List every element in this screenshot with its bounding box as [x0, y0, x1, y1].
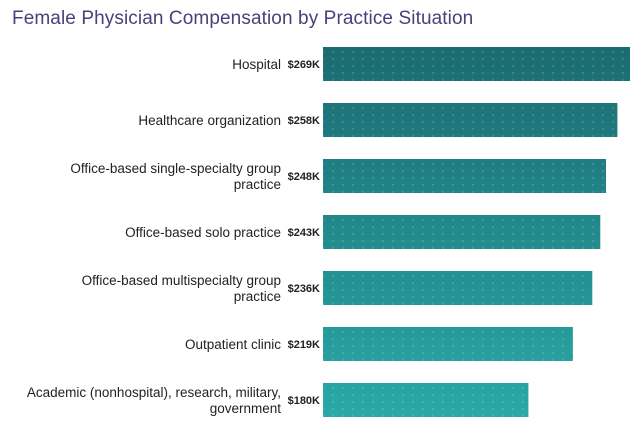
value-label: $269K: [288, 59, 320, 71]
bar-texture: [323, 383, 529, 417]
category-label: Office-based single-specialty group pract…: [70, 161, 281, 192]
category-label: Office-based multispecialty group practic…: [82, 273, 281, 304]
value-label: $258K: [288, 115, 320, 127]
category-label: Academic (nonhospital), research, milita…: [27, 385, 281, 416]
category-label: Hospital: [232, 57, 281, 72]
bar-texture: [323, 215, 601, 249]
bar-texture: [323, 103, 618, 137]
value-label: $219K: [288, 339, 320, 351]
category-label: Office-based solo practice: [125, 225, 281, 240]
value-label: $180K: [288, 395, 320, 407]
bar-texture: [323, 271, 593, 305]
value-label: $243K: [288, 227, 320, 239]
bar-texture: [323, 47, 630, 81]
chart-title: Female Physician Compensation by Practic…: [12, 8, 474, 29]
category-label: Healthcare organization: [138, 113, 281, 128]
bar-texture: [323, 327, 573, 361]
value-label: $248K: [288, 171, 320, 183]
category-label: Outpatient clinic: [185, 337, 281, 352]
bar-texture: [323, 159, 606, 193]
value-label: $236K: [288, 283, 320, 295]
